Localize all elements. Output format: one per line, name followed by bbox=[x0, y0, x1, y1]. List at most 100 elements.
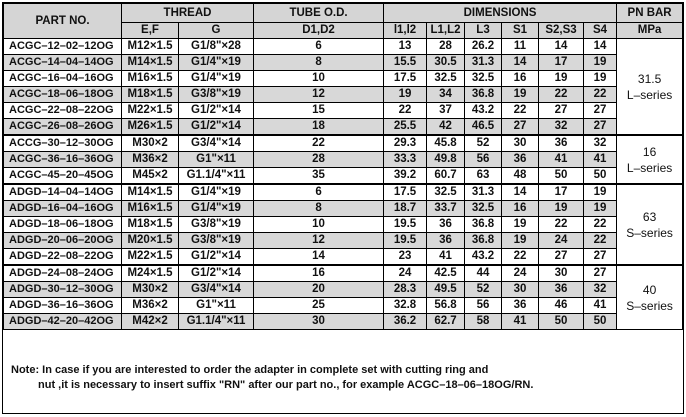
part-number-cell: ACCG–30–12–30OG bbox=[3, 134, 122, 152]
dim-S1-cell: 19 bbox=[501, 232, 540, 249]
thread-g-cell: G1.1/4"×11 bbox=[177, 167, 255, 185]
dim-L3-cell: 52 bbox=[464, 281, 503, 298]
pn-value: 63 bbox=[642, 209, 657, 224]
series-label: S–series bbox=[626, 298, 673, 313]
pressure-rating-cell: 16 L–series bbox=[616, 134, 684, 185]
dim-L3-cell: 56 bbox=[464, 297, 503, 314]
thread-ef-cell: M14×1.5 bbox=[121, 183, 179, 201]
header-dimensions: DIMENSIONS bbox=[383, 3, 618, 23]
thread-ef-cell: M22×1.5 bbox=[121, 248, 179, 266]
thread-g-cell: G1"×11 bbox=[177, 297, 255, 314]
dim-S4-cell: 32 bbox=[583, 281, 618, 298]
dim-S4-cell: 19 bbox=[583, 54, 618, 71]
dim-L3-cell: 32.5 bbox=[464, 70, 503, 87]
dim-l1l2-cell: 23 bbox=[383, 248, 428, 266]
thread-ef-cell: M20×1.5 bbox=[121, 232, 179, 249]
thread-g-cell: G1/4"×19 bbox=[177, 54, 255, 71]
dim-L1L2-cell: 28 bbox=[426, 38, 466, 55]
series-label: L–series bbox=[626, 87, 673, 102]
header-ef: E,F bbox=[121, 22, 179, 39]
thread-g-cell: G1/2"×14 bbox=[177, 248, 255, 266]
adapter-dimension-table: PART NO. THREAD TUBE O.D. DIMENSIONS PN … bbox=[3, 3, 684, 330]
table-row: ACGC–16–04–16OG M16×1.5 G1/4"×19 10 17.5 32.5… bbox=[3, 70, 683, 87]
thread-ef-cell: M18×1.5 bbox=[121, 86, 179, 103]
tube-od-cell: 15 bbox=[253, 102, 385, 119]
thread-ef-cell: M36×2 bbox=[121, 151, 179, 168]
dim-l1l2-cell: 24 bbox=[383, 264, 428, 282]
dim-L1L2-cell: 62.7 bbox=[426, 313, 466, 330]
thread-g-cell: G3/8"×19 bbox=[177, 86, 255, 103]
thread-ef-cell: M16×1.5 bbox=[121, 200, 179, 217]
pressure-rating-cell: 63 S–series bbox=[616, 183, 684, 266]
pressure-rating-cell: 40 S–series bbox=[616, 264, 684, 330]
dim-S2S3-cell: 19 bbox=[538, 200, 585, 217]
thread-ef-cell: M42×2 bbox=[121, 313, 179, 330]
dim-S4-cell: 22 bbox=[583, 216, 618, 233]
order-note: Note: In case if you are interested to o… bbox=[11, 363, 679, 393]
dim-S2S3-cell: 36 bbox=[538, 134, 585, 152]
part-number-cell: ACGC–14–04–14OG bbox=[3, 54, 122, 71]
dim-l1l2-cell: 19.5 bbox=[383, 232, 428, 249]
table-row: ACGC–14–04–14OG M14×1.5 G1/4"×19 8 15.5 30.5 3… bbox=[3, 54, 683, 71]
dim-S2S3-cell: 17 bbox=[538, 54, 585, 71]
part-number-cell: ACGC–45–20–45OG bbox=[3, 167, 122, 185]
dim-l1l2-cell: 19 bbox=[383, 86, 428, 103]
dim-L3-cell: 52 bbox=[464, 134, 503, 152]
dim-S2S3-cell: 17 bbox=[538, 183, 585, 201]
dim-S2S3-cell: 50 bbox=[538, 167, 585, 185]
thread-ef-cell: M16×1.5 bbox=[121, 70, 179, 87]
thread-ef-cell: M12×1.5 bbox=[121, 38, 179, 55]
tube-od-cell: 12 bbox=[253, 86, 385, 103]
dim-L3-cell: 31.3 bbox=[464, 183, 503, 201]
tube-od-cell: 12 bbox=[253, 232, 385, 249]
part-number-cell: ADGD–22–08–22OG bbox=[3, 248, 122, 266]
dim-S2S3-cell: 41 bbox=[538, 151, 585, 168]
tube-od-cell: 8 bbox=[253, 54, 385, 71]
dim-l1l2-cell: 39.2 bbox=[383, 167, 428, 185]
table-row: ACGC–36–16–36OG M36×2 G1"×11 28 33.3 49.8 56 36… bbox=[3, 151, 683, 168]
dim-S4-cell: 50 bbox=[583, 167, 618, 185]
dim-L3-cell: 36.8 bbox=[464, 86, 503, 103]
table-row: ACCG–30–12–30OG M30×2 G3/4"×14 22 29.3 45.8 52… bbox=[3, 134, 684, 185]
dim-S1-cell: 19 bbox=[501, 216, 540, 233]
dim-L3-cell: 31.3 bbox=[464, 54, 503, 71]
dim-S4-cell: 19 bbox=[583, 183, 618, 201]
part-number-cell: ACGC–18–06–18OG bbox=[3, 86, 122, 103]
dim-S2S3-cell: 32 bbox=[538, 118, 585, 136]
dim-L1L2-cell: 42.5 bbox=[426, 264, 466, 282]
part-number-cell: ADGD–24–08–24OG bbox=[3, 264, 122, 282]
thread-ef-cell: M45×2 bbox=[121, 167, 179, 185]
dim-L1L2-cell: 34 bbox=[426, 86, 466, 103]
dim-L1L2-cell: 49.8 bbox=[426, 151, 466, 168]
dim-l1l2-cell: 18.7 bbox=[383, 200, 428, 217]
dim-S4-cell: 27 bbox=[583, 118, 618, 136]
table-row: ADGD–42–20–42OG M42×2 G1.1/4"×11 30 36.2 62.7… bbox=[3, 313, 683, 330]
thread-g-cell: G1/8"×28 bbox=[177, 38, 255, 55]
note-line-2: nut ,it is necessary to insert suffix "R… bbox=[38, 379, 534, 391]
dim-L1L2-cell: 36 bbox=[426, 232, 466, 249]
table-row: ACGC–26–08–26OG M26×1.5 G1/2"×14 18 25.5 42 46… bbox=[3, 118, 683, 136]
dim-L1L2-cell: 37 bbox=[426, 102, 466, 119]
part-number-cell: ADGD–14–04–14OG bbox=[3, 183, 122, 201]
tube-od-cell: 30 bbox=[253, 313, 385, 330]
dim-S2S3-cell: 50 bbox=[538, 313, 585, 330]
series-label: S–series bbox=[626, 225, 673, 240]
dim-S1-cell: 30 bbox=[501, 281, 540, 298]
dim-l1l2-cell: 15.5 bbox=[383, 54, 428, 71]
dim-S4-cell: 19 bbox=[583, 200, 618, 217]
part-number-cell: ADGD–30–12–30OG bbox=[3, 281, 122, 298]
dim-S2S3-cell: 22 bbox=[538, 86, 585, 103]
dim-L1L2-cell: 42 bbox=[426, 118, 466, 136]
dim-L3-cell: 26.2 bbox=[464, 38, 503, 55]
tube-od-cell: 28 bbox=[253, 151, 385, 168]
header-S4: S4 bbox=[583, 22, 618, 39]
dim-S1-cell: 36 bbox=[501, 151, 540, 168]
dim-S1-cell: 22 bbox=[501, 248, 540, 266]
dim-l1l2-cell: 28.3 bbox=[383, 281, 428, 298]
table-row: ACGC–18–06–18OG M18×1.5 G3/8"×19 12 19 34 36.8… bbox=[3, 86, 683, 103]
thread-g-cell: G1/4"×19 bbox=[177, 200, 255, 217]
dim-L3-cell: 36.8 bbox=[464, 232, 503, 249]
tube-od-cell: 10 bbox=[253, 216, 385, 233]
dim-S2S3-cell: 46 bbox=[538, 297, 585, 314]
thread-ef-cell: M22×1.5 bbox=[121, 102, 179, 119]
